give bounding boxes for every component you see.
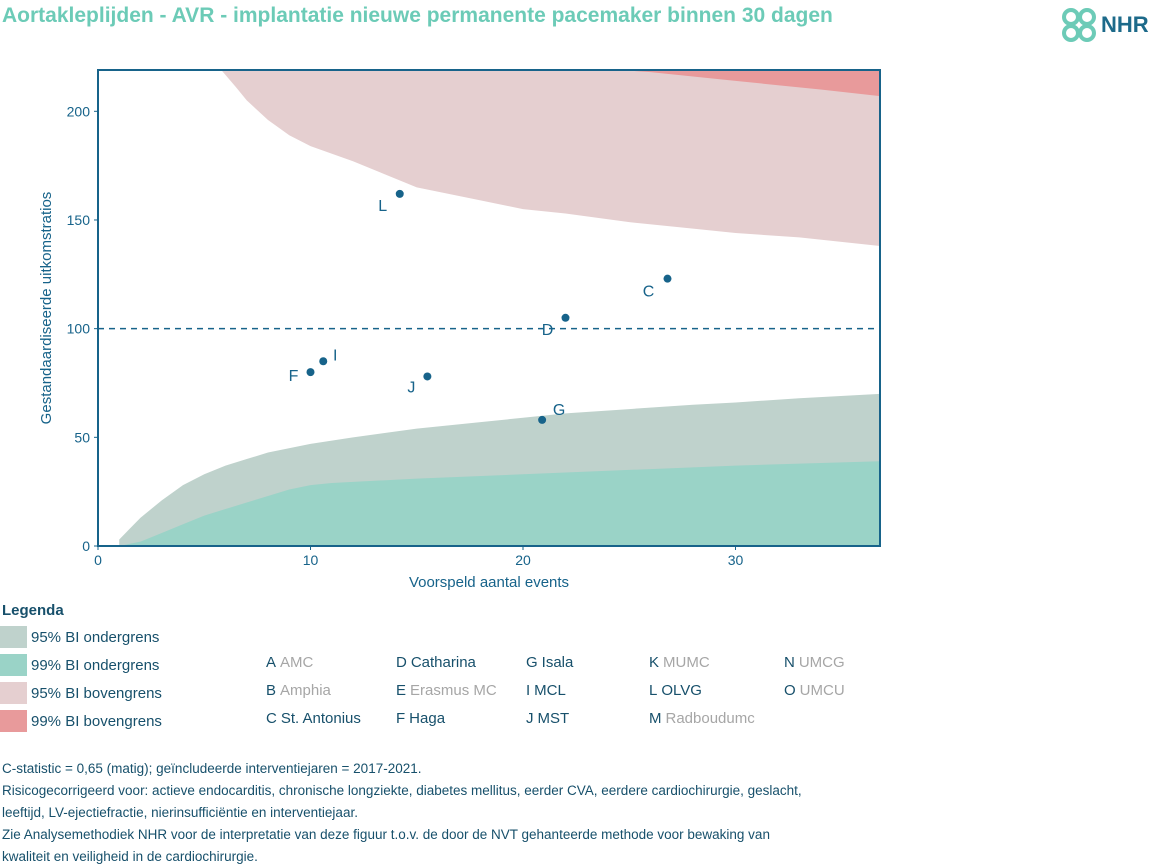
band-upper-99 [618, 70, 880, 97]
point-label-c: C [643, 284, 655, 301]
funnel-plot: 0 10 20 30 0 50 100 150 200 L C D I F J G Voorspeld aa… [38, 69, 881, 591]
data-point-i [319, 357, 328, 366]
x-axis-label: Voorspeld aantal events [409, 574, 569, 591]
footnote-line: leeftijd, LV-ejectiefractie, nierinsuffi… [2, 805, 358, 820]
hospital-code: I [526, 682, 531, 699]
y-tick-label: 200 [67, 103, 91, 119]
legend-band-item: 99% BI ondergrens [0, 652, 159, 678]
footnote-line: Risicogecorrigeerd voor: actieve endocar… [2, 783, 802, 798]
legend-hospital-k: K MUMC [649, 654, 710, 671]
data-point-c [663, 274, 672, 283]
legend-swatch [0, 710, 27, 732]
data-point-l [395, 189, 404, 198]
point-label-g: G [553, 402, 565, 419]
point-label-d: D [542, 322, 554, 339]
legend-hospital-e: E Erasmus MC [396, 682, 497, 699]
x-tick-label: 30 [728, 552, 744, 568]
hospital-code: C [266, 710, 277, 727]
hospital-name: UMCU [799, 682, 845, 699]
point-label-l: L [378, 198, 387, 215]
footnote-line: Zie Analysemethodiek NHR voor de interpr… [2, 827, 770, 842]
hospital-name: Erasmus MC [410, 682, 497, 699]
chart-title: Aortakleplijden - AVR - implantatie nieu… [2, 4, 833, 27]
nhr-logo: NHR [1060, 6, 1149, 44]
hospital-name: St. Antonius [280, 710, 361, 727]
legend-hospital-f: F Haga [396, 710, 445, 727]
legend-hospital-i: I MCL [526, 682, 566, 699]
data-point-f [306, 368, 315, 377]
hospital-code: K [649, 654, 660, 671]
band-upper-95 [221, 70, 880, 247]
hospital-code: G [526, 654, 538, 671]
x-tick-label: 10 [303, 552, 319, 568]
plot-frame [97, 69, 881, 547]
point-label-j: J [407, 379, 415, 396]
logo-text: NHR [1101, 12, 1149, 37]
legend-hospital-b: B Amphia [266, 682, 331, 699]
legend-hospital-g: G Isala [526, 654, 573, 671]
hospital-code: M [649, 710, 662, 727]
hospital-code: F [396, 710, 406, 727]
hospital-code: D [396, 654, 407, 671]
legend-band-label: 95% BI ondergrens [31, 628, 160, 646]
legend-hospital-a: A AMC [266, 654, 313, 671]
legend-hospital-l: L OLVG [649, 682, 702, 699]
hospital-name: Radboudumc [665, 710, 755, 727]
legend-band-label: 99% BI bovengrens [31, 712, 162, 730]
axis-ticks: 0 10 20 30 0 50 100 150 200 [67, 103, 744, 568]
hospital-code: N [784, 654, 795, 671]
footnote-line: kwaliteit en veiligheid in de cardiochir… [2, 849, 258, 864]
data-points: L C D I F J G [289, 189, 672, 424]
y-tick-label: 150 [67, 212, 91, 228]
data-point-d [561, 313, 570, 322]
nhr-heart-knot-icon [1062, 8, 1096, 42]
legend-hospital-n: N UMCG [784, 654, 845, 671]
legend-band-label: 99% BI ondergrens [31, 656, 160, 674]
legend-hospital-c: C St. Antonius [266, 710, 361, 727]
legend-swatch [0, 654, 27, 676]
hospital-code: L [649, 682, 658, 699]
band-lower-99 [119, 461, 880, 546]
legend-hospital-o: O UMCU [784, 682, 845, 699]
hospital-name: OLVG [661, 682, 702, 699]
hospital-code: O [784, 682, 796, 699]
confidence-bands [119, 70, 880, 546]
legend-swatch [0, 626, 27, 648]
hospital-code: E [396, 682, 407, 699]
hospital-name: UMCG [798, 654, 845, 671]
legend-band-item: 95% BI bovengrens [0, 680, 162, 706]
y-tick-label: 50 [74, 429, 90, 445]
footnote-line: C-statistic = 0,65 (matig); geïncludeerd… [2, 761, 422, 776]
hospital-name: Amphia [280, 682, 331, 699]
x-tick-label: 0 [94, 552, 102, 568]
data-point-j [423, 372, 432, 381]
legend-heading: Legenda [2, 602, 64, 619]
legend-band-item: 99% BI bovengrens [0, 708, 162, 734]
legend-hospital-m: M Radboudumc [649, 710, 755, 727]
legend-hospital-d: D Catharina [396, 654, 476, 671]
hospital-code: J [526, 710, 534, 727]
hospital-name: AMC [280, 654, 314, 671]
x-tick-label: 20 [515, 552, 531, 568]
y-tick-label: 0 [82, 538, 90, 554]
hospital-code: B [266, 682, 277, 699]
hospital-name: Isala [541, 654, 574, 671]
hospital-name: MUMC [663, 654, 710, 671]
legend-swatch [0, 682, 27, 704]
hospital-name: MCL [534, 682, 566, 699]
legend-band-label: 95% BI bovengrens [31, 684, 162, 702]
legend-band-item: 95% BI ondergrens [0, 624, 159, 650]
point-label-f: F [289, 368, 299, 385]
hospital-name: Catharina [410, 654, 476, 671]
hospital-code: A [266, 654, 277, 671]
legend-hospital-j: J MST [526, 710, 569, 727]
y-tick-label: 100 [67, 321, 91, 337]
point-label-i: I [333, 347, 337, 364]
data-point-g [538, 415, 547, 424]
y-axis-label: Gestandaardiseerde uitkomstratios [38, 192, 55, 425]
hospital-name: MST [537, 710, 570, 727]
hospital-name: Haga [409, 710, 446, 727]
